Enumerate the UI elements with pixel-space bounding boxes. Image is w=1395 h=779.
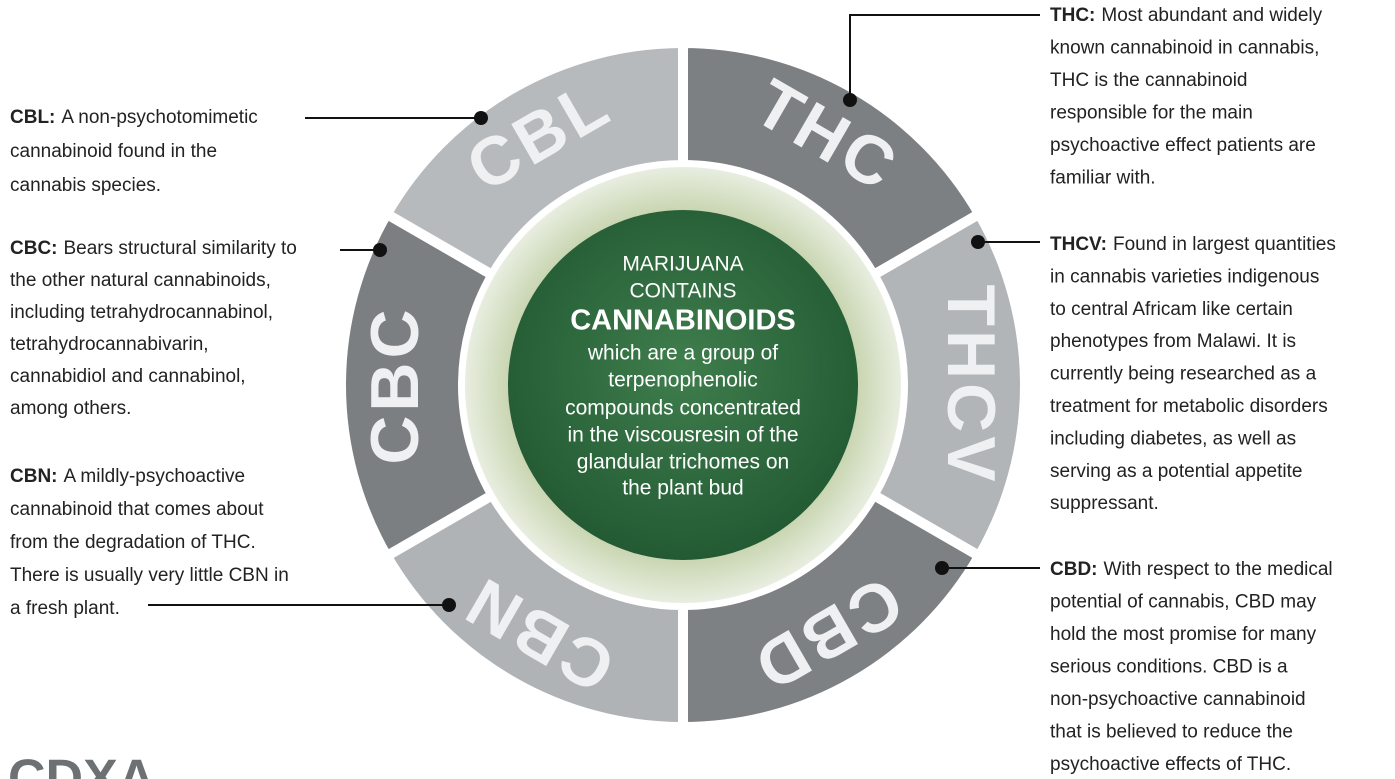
description-line: With respect to the medical: [1104, 559, 1333, 580]
segment-label: THCV: [933, 284, 1009, 485]
center-line: terpenophenolic: [608, 369, 757, 392]
center-line: CONTAINS: [630, 280, 737, 303]
center-line: in the viscousresin of the: [567, 424, 798, 447]
description-line: cannabidiol and cannabinol,: [10, 366, 246, 387]
center-line: compounds concentrated: [565, 397, 801, 420]
description-line: Most abundant and widely: [1101, 5, 1322, 26]
description-line: treatment for metabolic disorders: [1050, 396, 1328, 417]
description-line: hold the most promise for many: [1050, 624, 1317, 645]
center-line: glandular trichomes on: [577, 451, 789, 474]
texts: THC: Most abundant and widely known cannab…: [10, 5, 1336, 775]
description-line: currently being researched as a: [1050, 364, 1317, 385]
connectors: [148, 14, 1040, 612]
connector-dot: [474, 111, 488, 125]
term: CBN:: [10, 466, 58, 487]
description-line: cannabis species.: [10, 175, 161, 196]
connector-dot: [971, 235, 985, 249]
description-line: suppressant.: [1050, 493, 1159, 514]
center-heading: CANNABINOIDS: [570, 305, 796, 337]
ring-segment: [678, 37, 987, 282]
description-line: familiar with.: [1050, 168, 1156, 189]
connector-line: [849, 14, 1040, 100]
description-line: a fresh plant.: [10, 598, 120, 619]
description-line: cannabinoid that comes about: [10, 499, 264, 520]
description-line: tetrahydrocannabivarin,: [10, 334, 209, 355]
description-line: A mildly-psychoactive: [64, 466, 246, 487]
term: CBD:: [1050, 559, 1098, 580]
ring-segment: [379, 488, 688, 733]
description-line: serving as a potential appetite: [1050, 461, 1302, 482]
connector-dot: [935, 561, 949, 575]
description: THC: Most abundant and widely known cannab…: [1050, 5, 1323, 189]
ring-segment: [678, 488, 987, 733]
description: CBD: With respect to the medical potential…: [1050, 559, 1333, 775]
connector-dot: [373, 243, 387, 257]
description-line: A non-psychotomimetic: [61, 107, 257, 128]
description: CBC: Bears structural similarity to the ot…: [10, 238, 297, 419]
description-line: in cannabis varieties indigenous: [1050, 266, 1319, 287]
description-line: psychoactive effect patients are: [1050, 135, 1316, 156]
description-line: Bears structural similarity to: [64, 238, 297, 259]
description-line: from the degradation of THC.: [10, 532, 256, 553]
description-line: to central Africam like certain: [1050, 299, 1293, 320]
segment-label: CBC: [357, 305, 433, 464]
description: CBN: A mildly-psychoactive cannabinoid tha…: [10, 466, 289, 619]
description: CBL: A non-psychotomimetic cannabinoid fou…: [10, 107, 258, 196]
center-line: which are a group of: [587, 342, 778, 365]
logo: CDXA: [8, 750, 155, 779]
ring-segment: [379, 37, 688, 282]
description-line: THC is the cannabinoid: [1050, 70, 1248, 91]
description-line: Found in largest quantities: [1113, 234, 1336, 255]
term: CBC:: [10, 238, 58, 259]
description-line: known cannabinoid in cannabis,: [1050, 38, 1319, 59]
description-line: non-psychoactive cannabinoid: [1050, 689, 1306, 710]
term: THCV:: [1050, 234, 1107, 255]
connector-dot: [442, 598, 456, 612]
term: CBL:: [10, 107, 55, 128]
center-line: MARIJUANA: [622, 253, 743, 276]
description-line: cannabinoid found in the: [10, 141, 217, 162]
description-line: There is usually very little CBN in: [10, 565, 289, 586]
description-line: phenotypes from Malawi. It is: [1050, 331, 1296, 352]
center-circle: [508, 210, 858, 560]
description-line: including diabetes, as well as: [1050, 428, 1296, 449]
ring-segment: [336, 207, 500, 563]
description-line: potential of cannabis, CBD may: [1050, 592, 1317, 613]
term: THC:: [1050, 5, 1095, 26]
description-line: including tetrahydrocannabinol,: [10, 302, 273, 323]
description-line: that is believed to reduce the: [1050, 722, 1293, 743]
description-line: among others.: [10, 398, 131, 419]
description-line: responsible for the main: [1050, 103, 1253, 124]
description-line: the other natural cannabinoids,: [10, 270, 271, 291]
description-line: serious conditions. CBD is a: [1050, 657, 1288, 678]
connector-dot: [843, 93, 857, 107]
description-line: psychoactive effects of THC.: [1050, 754, 1291, 775]
center-line: the plant bud: [622, 477, 743, 500]
description: THCV: Found in largest quantities in canna…: [1050, 234, 1336, 514]
ring-segment: [866, 207, 1030, 563]
